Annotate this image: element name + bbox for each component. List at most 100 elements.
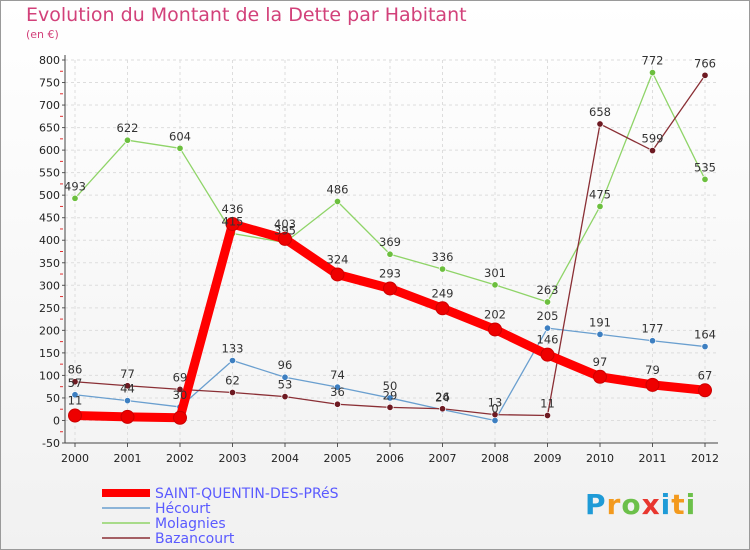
data-label-saint-quentin-des-pr-s: 97 (593, 355, 608, 369)
data-label-bazancourt: 36 (330, 385, 345, 399)
chart-subtitle: (en €) (26, 28, 59, 41)
logo-letter: i (685, 488, 697, 521)
series-point-saint-quentin-des-pr-s (698, 383, 712, 398)
x-tick-label: 2009 (534, 452, 562, 465)
x-tick-label: 2001 (114, 452, 142, 465)
x-tick-label: 2005 (324, 452, 352, 465)
data-label-molagnies: 415 (222, 214, 244, 228)
series-point-molagnies (491, 281, 499, 289)
data-label-molagnies: 369 (379, 235, 401, 249)
legend-label-molagnies: Molagnies (155, 516, 226, 532)
logo-letter: P (585, 488, 607, 521)
x-tick-label: 2003 (219, 452, 247, 465)
legend-label-bazancourt: Bazancourt (155, 531, 235, 547)
series-point-bazancourt (491, 411, 499, 419)
series-point-molagnies (596, 202, 604, 210)
data-label-layer: 493 622 604 415 395 486 369 336 301 263 475 772 535 5… (64, 54, 716, 416)
series-point-bazancourt (596, 120, 604, 128)
y-tick-label: 800 (39, 54, 60, 67)
series-point-h-court (281, 373, 289, 381)
series-point-bazancourt (71, 378, 79, 386)
logo-letter: r (606, 488, 622, 521)
data-label-molagnies: 475 (589, 187, 611, 201)
series-point-h-court (543, 324, 552, 332)
data-label-h-court: 191 (589, 315, 611, 329)
data-label-molagnies: 493 (64, 179, 86, 193)
data-label-molagnies: 395 (274, 223, 296, 237)
logo-letter: x (641, 488, 661, 521)
data-label-h-court: 30 (173, 388, 188, 402)
data-label-h-court: 50 (383, 379, 398, 393)
data-label-molagnies: 263 (537, 283, 559, 297)
logo-letter: t (671, 488, 686, 521)
series-point-molagnies (648, 69, 657, 77)
x-tick-label: 2007 (429, 452, 457, 465)
data-label-saint-quentin-des-pr-s: 293 (379, 266, 401, 280)
x-tick-label: 2004 (271, 452, 299, 465)
data-label-saint-quentin-des-pr-s: 146 (537, 333, 559, 347)
series-point-bazancourt (648, 147, 657, 155)
y-tick-label: 650 (39, 122, 60, 135)
data-label-saint-quentin-des-pr-s: 67 (698, 368, 713, 382)
data-label-h-court: 74 (330, 368, 345, 382)
data-label-bazancourt: 77 (120, 367, 135, 381)
series-point-bazancourt (228, 388, 237, 397)
series-point-saint-quentin-des-pr-s (173, 410, 187, 425)
y-tick-label: 300 (39, 279, 60, 292)
series-point-saint-quentin-des-pr-s (68, 408, 82, 423)
x-tick-label: 2010 (586, 452, 614, 465)
series-point-molagnies (176, 144, 184, 152)
data-label-molagnies: 604 (169, 129, 191, 143)
data-label-molagnies: 535 (694, 160, 716, 174)
series-layer (68, 69, 712, 425)
series-point-saint-quentin-des-pr-s (383, 281, 397, 296)
series-point-saint-quentin-des-pr-s (540, 347, 555, 362)
data-label-h-court: 44 (120, 382, 135, 396)
series-point-h-court (123, 397, 132, 405)
y-tick-label: 500 (39, 189, 60, 202)
data-label-saint-quentin-des-pr-s: 79 (645, 363, 660, 377)
data-label-h-court: 164 (694, 328, 716, 342)
data-label-saint-quentin-des-pr-s: 249 (432, 286, 454, 300)
series-point-molagnies (333, 197, 342, 206)
y-tick-label: 450 (39, 212, 60, 225)
x-tick-label: 2006 (376, 452, 404, 465)
data-label-bazancourt: 11 (540, 397, 555, 411)
data-label-saint-quentin-des-pr-s: 324 (327, 252, 349, 266)
x-tick-label: 2011 (639, 452, 667, 465)
y-tick-label: -50 (42, 437, 60, 450)
series-point-bazancourt (543, 411, 552, 420)
data-label-bazancourt: 599 (642, 132, 664, 146)
data-label-h-court: 24 (435, 391, 450, 405)
data-label-molagnies: 772 (642, 54, 664, 68)
data-label-molagnies: 336 (432, 250, 454, 264)
series-point-saint-quentin-des-pr-s (225, 217, 240, 232)
data-label-bazancourt: 26 (435, 390, 450, 404)
series-point-molagnies (543, 298, 552, 306)
data-label-saint-quentin-des-pr-s: 202 (484, 307, 506, 321)
y-tick-label: 400 (39, 234, 60, 247)
data-label-h-court: 0 (491, 401, 498, 415)
y-tick-label: 700 (39, 99, 60, 112)
series-point-h-court (491, 416, 499, 425)
series-point-h-court (333, 383, 342, 391)
series-point-h-court (228, 356, 237, 365)
y-tick-label: 0 (53, 414, 60, 427)
x-tick-label: 2002 (166, 452, 194, 465)
data-label-saint-quentin-des-pr-s: 11 (68, 394, 83, 408)
data-label-molagnies: 486 (327, 182, 349, 196)
y-tick-label: 150 (39, 347, 60, 360)
proxiti-logo: Proxiti (585, 488, 696, 521)
y-tick-label: 550 (39, 167, 60, 180)
series-point-h-court (71, 391, 79, 399)
series-point-saint-quentin-des-pr-s (330, 267, 345, 282)
data-label-saint-quentin-des-pr-s: 436 (222, 202, 244, 216)
data-label-saint-quentin-des-pr-s: 403 (274, 217, 296, 231)
series-point-bazancourt (281, 393, 289, 401)
series-point-saint-quentin-des-pr-s (278, 231, 292, 246)
data-label-bazancourt: 29 (383, 388, 398, 402)
y-tick-label: 600 (39, 144, 60, 157)
series-point-saint-quentin-des-pr-s (645, 377, 660, 392)
